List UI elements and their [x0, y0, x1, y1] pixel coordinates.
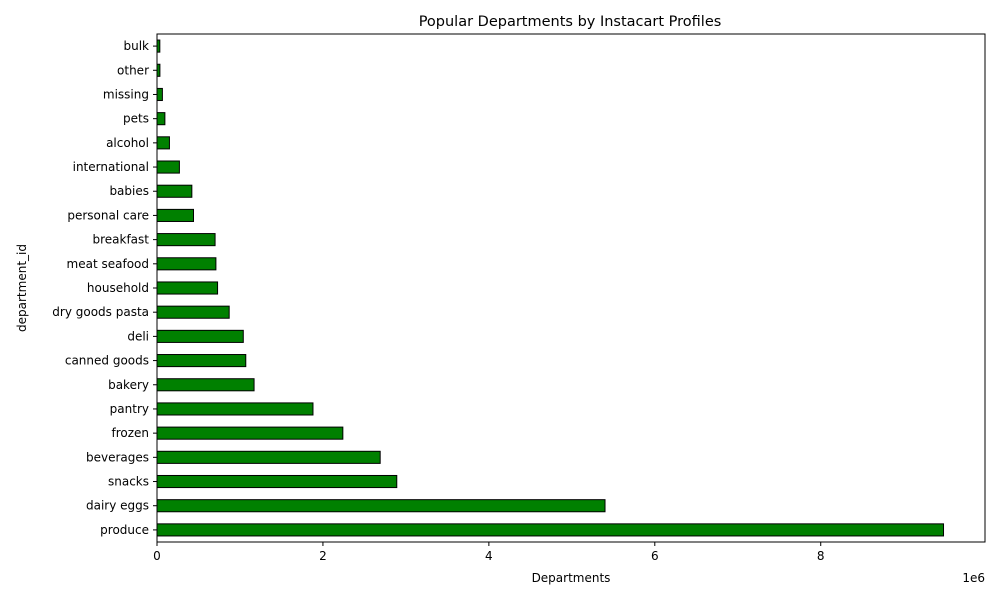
y-tick-label-personal-care: personal care [67, 208, 149, 222]
bar-missing [156, 87, 163, 102]
y-tick-label-breakfast: breakfast [92, 233, 149, 247]
chart-title: Popular Departments by Instacart Profile… [419, 14, 722, 30]
y-tick-label-bakery: bakery [108, 378, 149, 392]
x-tick-label: 4 [485, 549, 493, 563]
y-tick-label-missing: missing [103, 87, 149, 101]
bar-frozen [156, 426, 344, 440]
bar-pantry [156, 402, 314, 416]
y-tick-label-produce: produce [100, 523, 149, 537]
bar-household [156, 281, 219, 295]
bar-deli [156, 329, 244, 343]
y-tick-label-babies: babies [109, 184, 149, 198]
bar-canned-goods [156, 354, 247, 368]
y-tick-label-pantry: pantry [110, 402, 149, 416]
x-axis-title: Departments [532, 571, 611, 585]
x-tick-label: 6 [651, 549, 659, 563]
bars-layer [156, 39, 945, 537]
bar-breakfast [156, 233, 216, 247]
y-tick-label-canned-goods: canned goods [65, 354, 149, 368]
bar-international [156, 160, 180, 174]
y-tick-label-deli: deli [127, 329, 149, 343]
y-tick-label-alcohol: alcohol [106, 136, 149, 150]
bar-meat-seafood [156, 257, 217, 271]
bar-snacks [156, 474, 398, 489]
y-tick-label-beverages: beverages [86, 450, 149, 464]
bar-dairy-eggs [156, 499, 606, 513]
x-tick-label: 2 [319, 549, 327, 563]
bar-bakery [156, 378, 255, 392]
bar-alcohol [156, 136, 170, 150]
x-tick-label: 0 [153, 549, 161, 563]
plot-frame [156, 33, 986, 543]
y-axis: produce dairy eggs snacks beverages frozen pa… [52, 39, 157, 537]
x-axis: 0 2 4 6 8 [153, 542, 825, 563]
y-tick-label-dairy-eggs: dairy eggs [86, 499, 149, 513]
bar-beverages [156, 450, 381, 464]
y-tick-label-snacks: snacks [108, 475, 149, 489]
bar-dry-goods-pasta [156, 305, 230, 319]
y-tick-label-household: household [87, 281, 149, 295]
x-axis-scale-label: 1e6 [962, 571, 985, 585]
y-tick-label-pets: pets [123, 112, 149, 126]
bar-pets [156, 112, 166, 126]
y-tick-label-international: international [73, 160, 149, 174]
y-tick-label-bulk: bulk [123, 39, 149, 53]
bar-produce [156, 523, 945, 537]
y-axis-title: department_id [15, 244, 29, 332]
bar-personal-care [156, 208, 195, 222]
y-tick-label-other: other [117, 63, 149, 77]
bar-babies [156, 184, 193, 198]
x-tick-label: 8 [817, 549, 825, 563]
y-tick-label-dry-goods-pasta: dry goods pasta [52, 305, 149, 319]
y-tick-label-meat-seafood: meat seafood [67, 257, 149, 271]
y-tick-label-frozen: frozen [111, 426, 149, 440]
